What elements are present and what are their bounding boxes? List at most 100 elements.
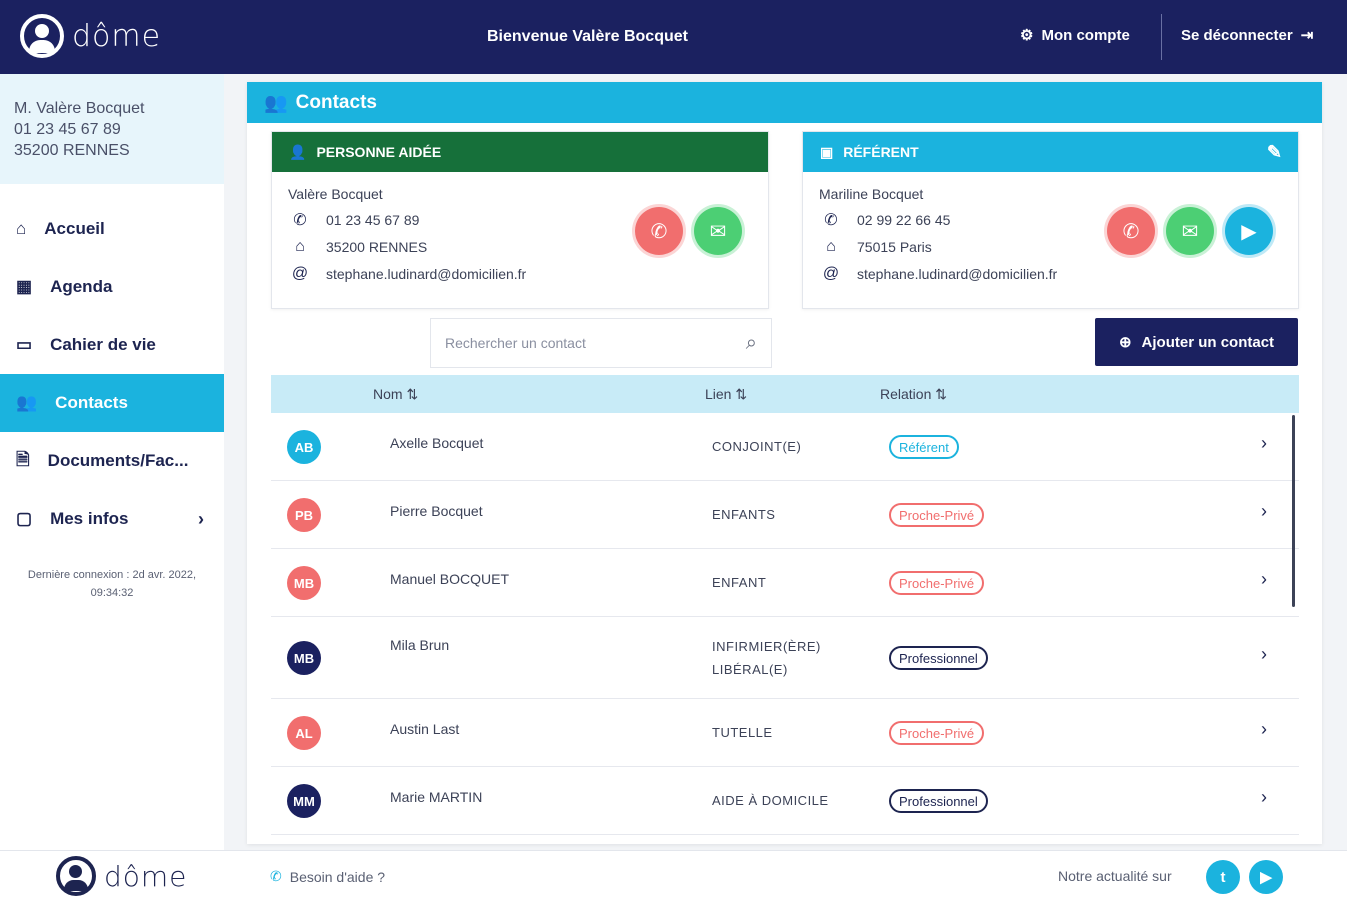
referent-header: ▣ RÉFÉRENT ✎ bbox=[803, 132, 1298, 172]
header-divider bbox=[1161, 14, 1162, 60]
phone-line: ✆ 02 99 22 66 45 bbox=[819, 210, 1282, 229]
contact-link: INFIRMIER(ÈRE) LIBÉRAL(E) bbox=[712, 639, 821, 677]
sidebar-item-mes-infos[interactable]: ▢ Mes infos › bbox=[0, 490, 224, 548]
avatar: PB bbox=[287, 498, 321, 532]
referent-card: ▣ RÉFÉRENT ✎ Mariline Bocquet ✆ 02 99 22… bbox=[802, 131, 1299, 309]
contact-phone: 01 23 45 67 89 bbox=[326, 211, 420, 228]
help-link[interactable]: ✆ Besoin d'aide ? bbox=[270, 868, 385, 885]
sort-link-header[interactable]: Lien ⇅ bbox=[705, 386, 747, 403]
contact-card-icon: ▣ bbox=[820, 143, 834, 160]
phone-icon: ✆ bbox=[270, 868, 282, 884]
personne-aidee-header: 👤 PERSONNE AIDÉE bbox=[272, 132, 768, 172]
table-row[interactable]: MB Manuel BOCQUET ENFANT Proche-Privé › bbox=[271, 549, 1299, 617]
sidebar-item-accueil[interactable]: ⌂ Accueil bbox=[0, 200, 224, 258]
email-button[interactable]: ✉ bbox=[1166, 207, 1214, 255]
gear-icon: ⚙ bbox=[1020, 27, 1034, 44]
top-bar: dôme Bienvenue Valère Bocquet ⚙ Mon comp… bbox=[0, 0, 1347, 74]
logout-icon: ⇥ bbox=[1300, 27, 1314, 44]
sidebar-item-label: Mes infos bbox=[50, 509, 129, 528]
logo-text: dôme bbox=[72, 18, 162, 54]
youtube-icon[interactable]: ▶ bbox=[1249, 860, 1283, 894]
person-icon: 👤 bbox=[289, 143, 307, 160]
page-title: Contacts bbox=[295, 91, 377, 113]
table-row[interactable]: MB Mila Brun INFIRMIER(ÈRE) LIBÉRAL(E) Prof… bbox=[271, 617, 1299, 699]
sidebar-item-agenda[interactable]: ▦ Agenda bbox=[0, 258, 224, 316]
add-contact-label: Ajouter un contact bbox=[1141, 333, 1275, 351]
avatar: AL bbox=[287, 716, 321, 750]
phone-line: ✆ 01 23 45 67 89 bbox=[288, 210, 752, 229]
calendar-icon: ▦ bbox=[16, 277, 33, 296]
table-header: Nom ⇅ Lien ⇅ Relation ⇅ bbox=[271, 375, 1299, 413]
user-name: M. Valère Bocquet bbox=[14, 100, 145, 117]
referent-body: Mariline Bocquet ✆ 02 99 22 66 45 ⌂ 7501… bbox=[803, 172, 1298, 305]
contact-name: Austin Last bbox=[390, 721, 460, 737]
twitter-icon[interactable]: t bbox=[1206, 860, 1240, 894]
sidebar-item-cahier-de-vie[interactable]: ▭ Cahier de vie bbox=[0, 316, 224, 374]
chevron-right-icon[interactable]: › bbox=[1261, 787, 1267, 807]
table-row[interactable]: AL Austin Last TUTELLE Proche-Privé › bbox=[271, 699, 1299, 767]
relation-badge: Professionnel bbox=[889, 646, 988, 670]
search-placeholder: Rechercher un contact bbox=[445, 335, 586, 351]
address-line: ⌂ 75015 Paris bbox=[819, 237, 1282, 256]
contact-name: Mariline Bocquet bbox=[819, 186, 924, 202]
logo-icon bbox=[56, 856, 96, 896]
main-content: 👥 Contacts 👤 PERSONNE AIDÉE Valère Bocqu… bbox=[247, 82, 1322, 844]
sidebar-item-label: Documents/Fac... bbox=[47, 451, 189, 470]
table-row[interactable]: AB Axelle Bocquet CONJOINT(E) Référent › bbox=[271, 413, 1299, 481]
sidebar-item-documents[interactable]: 🗎 Documents/Fac... bbox=[0, 432, 224, 490]
chevron-right-icon[interactable]: › bbox=[1261, 719, 1267, 739]
call-button[interactable]: ✆ bbox=[635, 207, 683, 255]
contact-email: stephane.ludinard@domicilien.fr bbox=[326, 265, 527, 282]
footer-logo[interactable]: dôme bbox=[56, 856, 187, 896]
table-body: AB Axelle Bocquet CONJOINT(E) Référent › PB Pi… bbox=[271, 413, 1299, 835]
scrollbar[interactable] bbox=[1292, 415, 1295, 607]
contact-name: Mila Brun bbox=[390, 637, 450, 653]
sort-relation-header[interactable]: Relation ⇅ bbox=[880, 386, 947, 403]
chevron-right-icon[interactable]: › bbox=[1261, 644, 1267, 664]
phone-icon: ✆ bbox=[293, 211, 307, 229]
folder-icon: ▢ bbox=[16, 509, 33, 528]
call-button[interactable]: ✆ bbox=[1107, 207, 1155, 255]
logo-icon bbox=[20, 14, 64, 58]
dome-logo[interactable]: dôme bbox=[20, 14, 161, 58]
contact-name: Pierre Bocquet bbox=[390, 503, 483, 519]
search-icon[interactable]: ⌕ bbox=[745, 331, 757, 354]
people-icon: 👥 bbox=[264, 92, 288, 114]
contact-phone: 02 99 22 66 45 bbox=[857, 211, 951, 228]
sort-icon: ⇅ bbox=[935, 386, 947, 402]
relation-badge: Référent bbox=[889, 435, 959, 459]
phone-icon: ✆ bbox=[824, 211, 838, 229]
table-row[interactable]: PB Pierre Bocquet ENFANTS Proche-Privé › bbox=[271, 481, 1299, 549]
help-label: Besoin d'aide ? bbox=[289, 868, 386, 885]
contact-email: stephane.ludinard@domicilien.fr bbox=[857, 265, 1058, 282]
avatar: AB bbox=[287, 430, 321, 464]
sidebar-nav: ⌂ Accueil ▦ Agenda ▭ Cahier de vie 👥 Con… bbox=[0, 200, 224, 548]
personne-aidee-card: 👤 PERSONNE AIDÉE Valère Bocquet ✆ 01 23 … bbox=[271, 131, 769, 309]
sidebar-item-label: Agenda bbox=[50, 277, 113, 296]
user-city: 35200 RENNES bbox=[14, 142, 130, 159]
logout-label: Se déconnecter bbox=[1181, 26, 1293, 44]
contact-link: TUTELLE bbox=[712, 725, 773, 740]
video-call-button[interactable]: ▶ bbox=[1225, 207, 1273, 255]
logout-button[interactable]: Se déconnecter ⇥ bbox=[1181, 26, 1314, 45]
edit-icon[interactable]: ✎ bbox=[1266, 141, 1282, 162]
chevron-right-icon[interactable]: › bbox=[1261, 501, 1267, 521]
add-contact-button[interactable]: ⊕ Ajouter un contact bbox=[1095, 318, 1298, 366]
account-label: Mon compte bbox=[1041, 26, 1130, 44]
table-row[interactable]: MM Marie MARTIN AIDE À DOMICILE Professionn… bbox=[271, 767, 1299, 835]
sidebar-item-contacts[interactable]: 👥 Contacts bbox=[0, 374, 224, 432]
contact-link: ENFANT bbox=[712, 575, 767, 590]
sidebar-item-label: Contacts bbox=[55, 393, 128, 412]
personne-aidee-body: Valère Bocquet ✆ 01 23 45 67 89 ⌂ 35200 … bbox=[272, 172, 768, 305]
home-icon: ⌂ bbox=[295, 237, 305, 255]
chevron-right-icon[interactable]: › bbox=[1261, 569, 1267, 589]
relation-badge: Proche-Privé bbox=[889, 503, 985, 527]
email-line: @ stephane.ludinard@domicilien.fr bbox=[819, 264, 1282, 283]
search-input[interactable]: Rechercher un contact ⌕ bbox=[430, 318, 772, 368]
contact-name: Axelle Bocquet bbox=[390, 435, 484, 451]
account-button[interactable]: ⚙ Mon compte bbox=[1020, 26, 1130, 45]
chevron-right-icon[interactable]: › bbox=[1261, 433, 1267, 453]
chevron-right-icon: › bbox=[198, 508, 204, 529]
email-button[interactable]: ✉ bbox=[694, 207, 742, 255]
sort-name-header[interactable]: Nom ⇅ bbox=[373, 386, 418, 403]
